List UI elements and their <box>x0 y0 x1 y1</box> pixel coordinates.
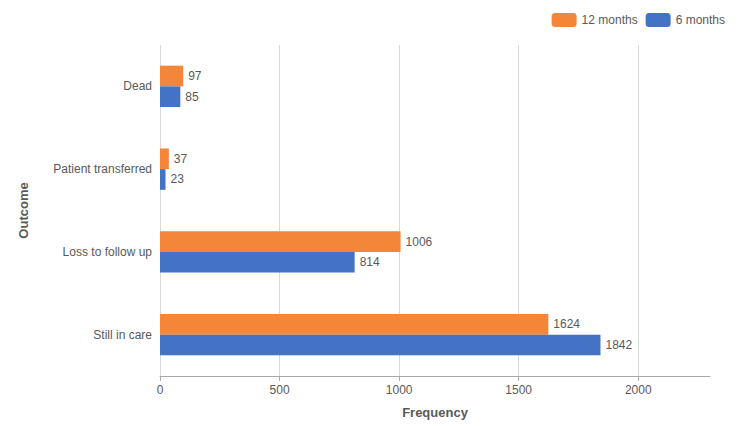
svg-text:2000: 2000 <box>625 383 652 397</box>
svg-text:Patient transferred: Patient transferred <box>53 162 152 176</box>
svg-text:37: 37 <box>174 152 188 166</box>
svg-text:Still in care: Still in care <box>93 328 152 342</box>
svg-text:814: 814 <box>360 255 380 269</box>
svg-text:Outcome: Outcome <box>16 182 31 238</box>
svg-text:1000: 1000 <box>386 383 413 397</box>
svg-text:1500: 1500 <box>505 383 532 397</box>
svg-text:97: 97 <box>188 69 202 83</box>
svg-text:12 months: 12 months <box>582 13 638 27</box>
svg-text:0: 0 <box>157 383 164 397</box>
svg-text:Dead: Dead <box>123 79 152 93</box>
svg-text:Frequency: Frequency <box>402 405 469 420</box>
svg-text:500: 500 <box>270 383 290 397</box>
svg-text:85: 85 <box>185 90 199 104</box>
svg-text:Loss to follow up: Loss to follow up <box>63 245 153 259</box>
svg-text:23: 23 <box>171 172 185 186</box>
svg-text:6 months: 6 months <box>676 13 725 27</box>
svg-text:1842: 1842 <box>605 338 632 352</box>
svg-text:1624: 1624 <box>553 317 580 331</box>
svg-text:1006: 1006 <box>406 235 433 249</box>
